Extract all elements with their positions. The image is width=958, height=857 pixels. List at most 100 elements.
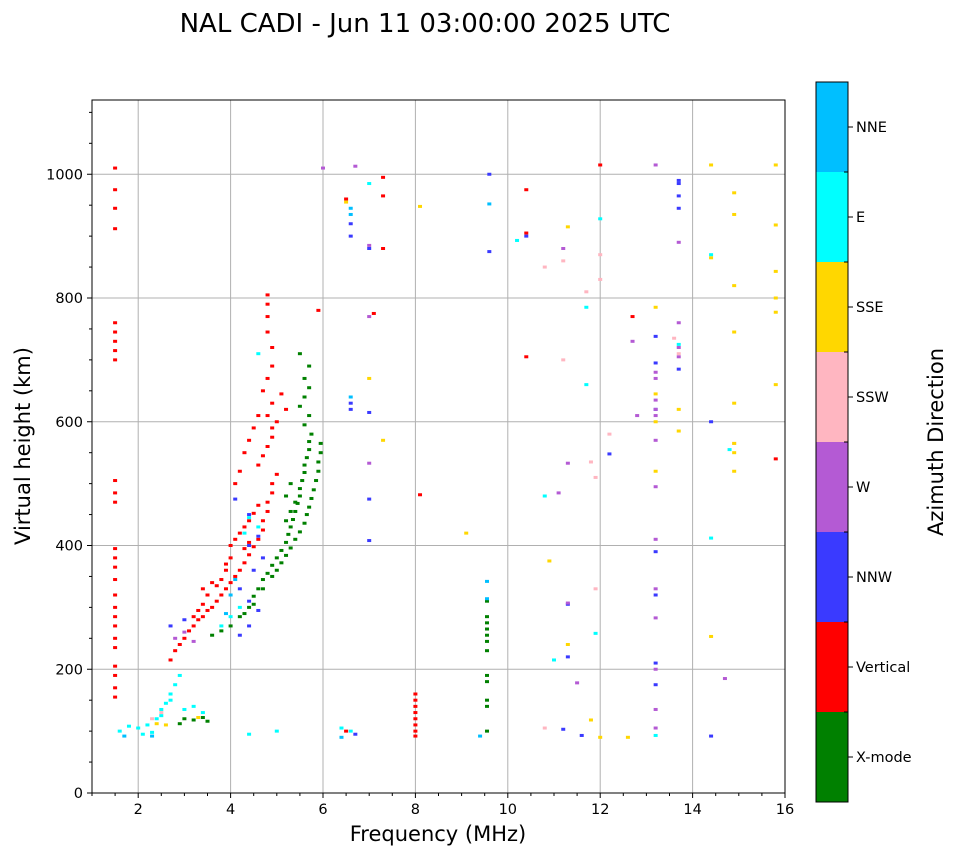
data-point [251, 568, 256, 572]
data-point [274, 556, 279, 560]
data-point [247, 516, 252, 520]
data-point [196, 618, 201, 622]
data-point [256, 537, 261, 541]
data-point [247, 513, 252, 517]
data-point [214, 599, 219, 603]
data-point [367, 497, 372, 501]
data-point [485, 698, 490, 702]
x-tick-label: 4 [226, 802, 235, 818]
data-point [653, 587, 658, 591]
data-point [228, 624, 233, 628]
data-point [187, 629, 192, 633]
data-point [279, 548, 284, 552]
data-point [237, 469, 242, 473]
data-point [653, 398, 658, 402]
data-point [485, 673, 490, 677]
data-point [242, 612, 247, 616]
data-point [485, 704, 490, 708]
data-point [732, 469, 737, 473]
data-point [773, 223, 778, 227]
data-point [223, 562, 228, 566]
data-point [630, 315, 635, 319]
data-point [304, 513, 309, 517]
data-point [413, 704, 418, 708]
series-nne [122, 202, 492, 739]
colorbar: X-mode Vertical NNW W SSW SSE E NNE [815, 81, 912, 803]
data-point [367, 461, 372, 465]
colorbar-segment [816, 352, 848, 442]
data-point [732, 401, 737, 405]
data-point [653, 376, 658, 380]
data-point [302, 395, 307, 399]
data-point [598, 277, 603, 281]
data-point [260, 556, 265, 560]
data-point [418, 204, 423, 208]
data-point [302, 463, 307, 467]
data-point [191, 639, 196, 643]
colorbar-label-nne: NNE [856, 120, 887, 136]
data-point [524, 234, 529, 238]
data-point [485, 615, 490, 619]
data-point [265, 315, 270, 319]
data-point [251, 511, 256, 515]
data-point [348, 234, 353, 238]
data-point [653, 305, 658, 309]
data-point [485, 680, 490, 684]
data-point [524, 355, 529, 359]
data-point [274, 420, 279, 424]
data-point [348, 729, 353, 733]
data-point [150, 730, 155, 734]
data-point [297, 487, 302, 491]
x-tick-label: 14 [683, 802, 701, 818]
data-point [413, 711, 418, 715]
data-point [113, 321, 118, 325]
data-point [205, 593, 210, 597]
data-point [251, 426, 256, 430]
data-point [191, 704, 196, 708]
data-point [307, 505, 312, 509]
colorbar-label-sse: SSE [856, 300, 884, 316]
data-point [732, 191, 737, 195]
data-point [653, 370, 658, 374]
data-point [191, 718, 196, 722]
data-point [295, 501, 300, 505]
data-point [542, 265, 547, 269]
x-tick-label: 2 [134, 802, 143, 818]
data-point [487, 172, 492, 176]
data-point [163, 701, 168, 705]
data-point [200, 711, 205, 715]
data-point [260, 519, 265, 523]
data-point [653, 537, 658, 541]
series-x-mode [177, 352, 490, 733]
data-point [653, 733, 658, 737]
data-point [242, 531, 247, 535]
data-point [485, 627, 490, 631]
colorbar-segment [816, 172, 848, 262]
data-point [265, 302, 270, 306]
data-point [676, 240, 681, 244]
data-point [293, 509, 298, 513]
data-point [177, 643, 182, 646]
x-tick-label: 16 [776, 802, 794, 818]
data-point [260, 389, 265, 393]
data-point [487, 250, 492, 254]
data-point [485, 729, 490, 733]
data-point [113, 188, 118, 192]
data-point [676, 321, 681, 325]
data-point [182, 618, 187, 622]
data-point [709, 256, 714, 260]
data-point [113, 664, 118, 668]
data-point [653, 361, 658, 365]
data-point [247, 605, 252, 609]
grid-lines [92, 100, 786, 794]
data-point [270, 563, 275, 567]
data-point [348, 395, 353, 399]
data-point [159, 711, 164, 715]
data-point [284, 494, 289, 498]
data-point [727, 448, 732, 452]
data-point [515, 238, 520, 242]
data-point [265, 571, 270, 575]
data-point [339, 726, 344, 730]
colorbar-label-x-mode: X-mode [856, 750, 912, 766]
data-point [653, 334, 658, 338]
